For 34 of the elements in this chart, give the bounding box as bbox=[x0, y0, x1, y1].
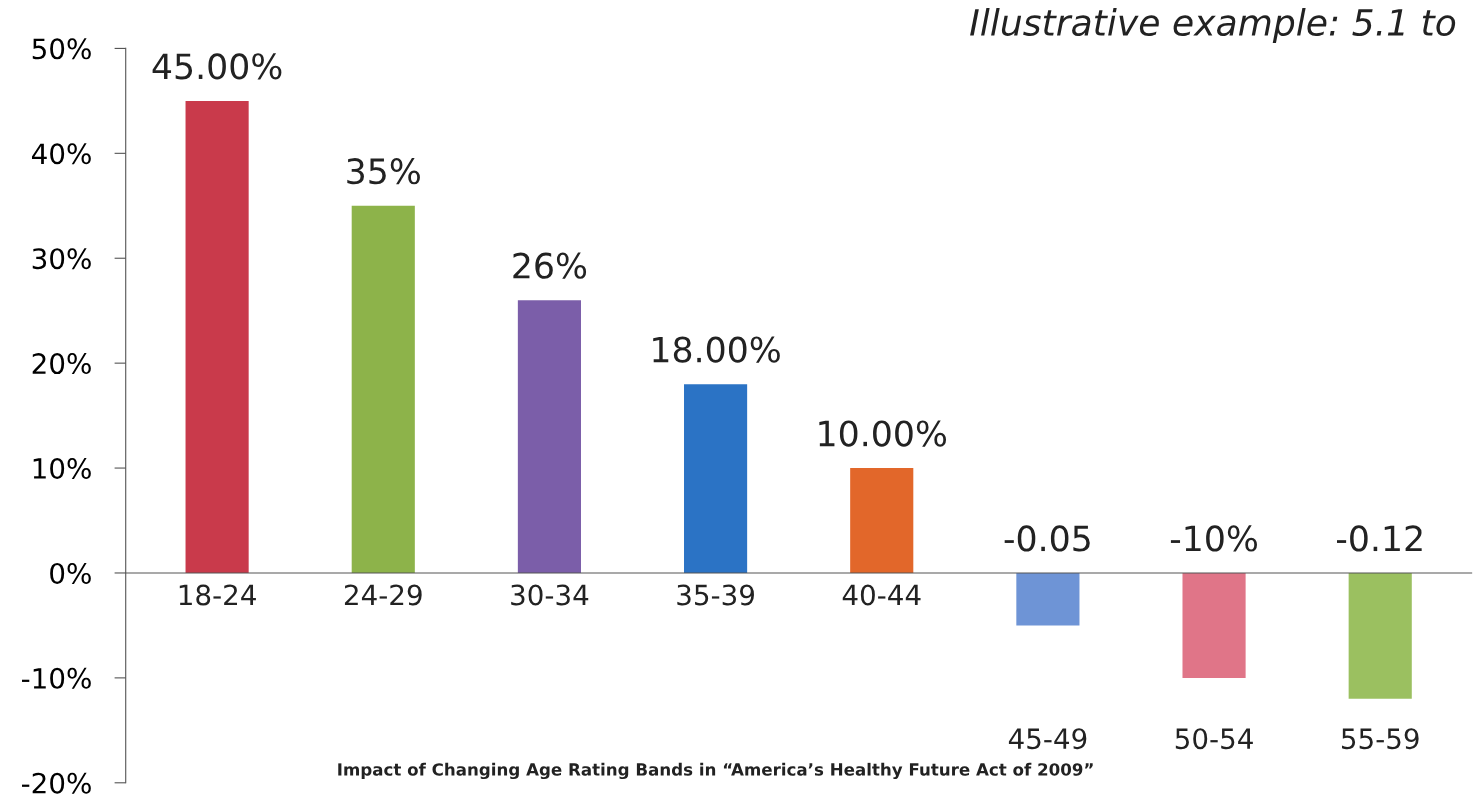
annotation: -0.05 bbox=[1004, 525, 1090, 552]
bar bbox=[351, 205, 415, 573]
data-label: -10% bbox=[1170, 525, 1257, 552]
x-tick-label: 24-29 bbox=[344, 584, 422, 606]
data-label: 18.00% bbox=[653, 336, 780, 363]
bar bbox=[684, 384, 748, 573]
x-tick-label: 40-44 bbox=[842, 584, 921, 606]
x-tick-label: 50-54 bbox=[1175, 728, 1253, 750]
y-tick-label: -10% bbox=[21, 667, 91, 689]
data-label: 10.00% bbox=[819, 420, 947, 447]
x-tick-label: 35-39 bbox=[677, 584, 754, 606]
annotation: Impact of Changing Age Rating Bands in “America’s Healthy Future Act of 2009” bbox=[338, 762, 1093, 780]
x-tick-label: 18-24 bbox=[179, 584, 256, 606]
chart-title: Illustrative example: 5.1 to bbox=[970, 8, 1456, 44]
data-label: 45.00% bbox=[152, 53, 282, 80]
x-tick-label: 55-59 bbox=[1342, 728, 1419, 750]
data-label: 26% bbox=[513, 252, 587, 279]
bar bbox=[1348, 572, 1412, 699]
y-tick-label: 50% bbox=[32, 38, 91, 60]
y-tick-label: -20% bbox=[21, 772, 91, 794]
annotation: -0.12 bbox=[1337, 525, 1422, 552]
bar bbox=[1182, 572, 1246, 678]
data-label: 35% bbox=[347, 158, 420, 185]
y-tick-label: 30% bbox=[32, 248, 91, 270]
bar bbox=[185, 100, 249, 573]
x-tick-label: 45-49 bbox=[1008, 728, 1087, 750]
y-tick-label: 0% bbox=[50, 562, 91, 584]
bar bbox=[517, 300, 581, 573]
y-tick-label: 40% bbox=[32, 143, 91, 165]
bar bbox=[1016, 572, 1080, 626]
y-tick-label: 10% bbox=[33, 458, 91, 480]
y-tick-label: 20% bbox=[32, 353, 91, 375]
bar bbox=[850, 468, 914, 573]
x-tick-label: 30-34 bbox=[511, 584, 589, 606]
